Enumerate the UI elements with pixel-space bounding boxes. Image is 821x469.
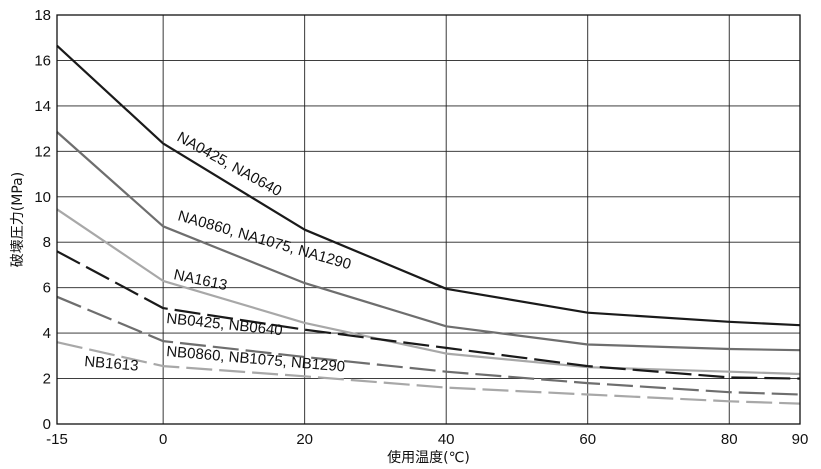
x-axis-title: 使用温度(℃) [387,449,470,466]
x-tick-label: 80 [721,431,738,448]
series-label: NB0425, NB0640 [166,310,284,339]
y-tick-label: 10 [34,189,51,206]
x-tick-label: 40 [438,431,455,448]
x-tick-label: -15 [46,431,68,448]
y-axis-title: 破壊圧力(MPa) [10,172,26,267]
y-tick-label: 14 [34,98,51,115]
series-label: NA1613 [172,266,229,294]
x-tick-label: 90 [792,431,809,448]
y-tick-label: 16 [34,52,51,69]
y-tick-label: 2 [43,371,51,388]
x-tick-label: 0 [159,431,167,448]
series-label: NA0860, NA1075, NA1290 [176,208,353,274]
y-tick-label: 18 [34,7,51,24]
series-label: NB0860, NB1075, NB1290 [166,343,346,376]
grid [57,15,800,424]
y-tick-label: 12 [34,143,51,160]
plot-area-frame [57,15,800,424]
x-tick-label: 60 [579,431,596,448]
y-tick-label: 6 [43,280,51,297]
x-tick-label: 20 [296,431,313,448]
y-tick-label: 8 [43,234,51,251]
series-labels: NA0425, NA0640 NA0860, NA1075, NA1290NA16… [84,129,353,376]
series-label: NB1613 [84,353,139,375]
y-tick-label: 4 [43,325,51,342]
x-axis-ticks: -15 0 20 40 60 80 90 [46,431,808,448]
y-axis-ticks: 0 2 4 6 8 10 12 14 16 18 [34,7,51,433]
y-tick-label: 0 [43,416,51,433]
series-label: NA0425, NA0640 [174,129,284,200]
